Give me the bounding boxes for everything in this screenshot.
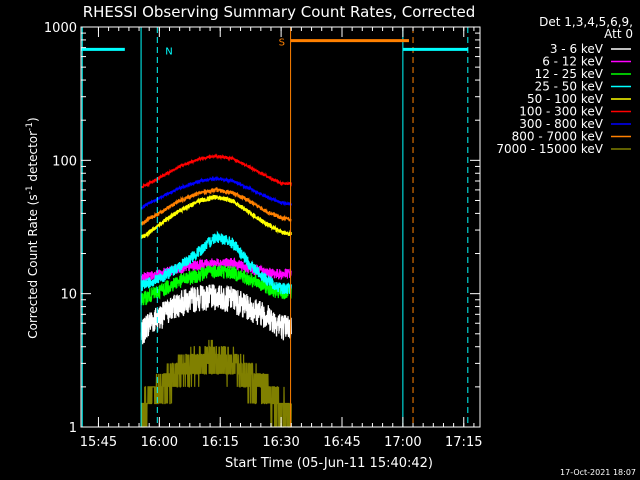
y-axis-label: Corrected Count Rate (s-1 detector-1) xyxy=(25,117,40,338)
flag-label: N xyxy=(165,46,172,57)
x-axis-label: Start Time (05-Jun-11 15:40:42) xyxy=(225,456,433,471)
legend-entry: 12 - 25 keV xyxy=(535,67,604,81)
legend-entry: 300 - 800 keV xyxy=(519,117,603,131)
y-tick-label: 10 xyxy=(60,288,77,303)
flag-label: S xyxy=(279,38,285,49)
chart-title: RHESSI Observing Summary Count Rates, Co… xyxy=(83,3,476,21)
y-tick-label: 1000 xyxy=(44,21,77,36)
plot-area: NS xyxy=(81,27,469,428)
x-tick-label: 16:15 xyxy=(201,435,238,450)
x-tick-label: 17:15 xyxy=(445,435,482,450)
legend-entry: 800 - 7000 keV xyxy=(512,130,604,144)
series-trace xyxy=(140,230,292,295)
legend-header: Att 0 xyxy=(604,27,633,41)
x-tick-label: 15:45 xyxy=(80,435,117,450)
y-tick-label: 1 xyxy=(69,421,77,436)
series-trace xyxy=(140,339,292,428)
x-tick-label: 16:00 xyxy=(141,435,178,450)
legend-entry: 100 - 300 keV xyxy=(519,105,603,119)
legend-entry: 50 - 100 keV xyxy=(527,92,604,106)
legend-entry: 7000 - 15000 keV xyxy=(496,142,603,156)
x-tick-label: 16:30 xyxy=(262,435,299,450)
series-trace xyxy=(140,264,292,306)
series-trace xyxy=(140,153,292,189)
legend-entry: 3 - 6 keV xyxy=(550,42,604,56)
series-trace xyxy=(140,194,292,239)
series-trace xyxy=(140,284,292,345)
axes: 1 10 100 1000 15:45 16:00 16:15 16:30 16:45 17:00… xyxy=(44,21,483,450)
legend-entry: 6 - 12 keV xyxy=(542,55,604,69)
footer-date: 17-Oct-2021 18:07 xyxy=(560,468,636,477)
plot-frame xyxy=(80,26,481,428)
series-trace xyxy=(140,175,292,211)
x-tick-label: 17:00 xyxy=(384,435,421,450)
x-tick-label: 16:45 xyxy=(323,435,360,450)
legend-header: Det 1,3,4,5,6,9, xyxy=(539,15,633,29)
y-tick-label: 100 xyxy=(52,154,77,169)
legend-entry: 25 - 50 keV xyxy=(535,80,604,94)
series-trace xyxy=(140,186,292,226)
